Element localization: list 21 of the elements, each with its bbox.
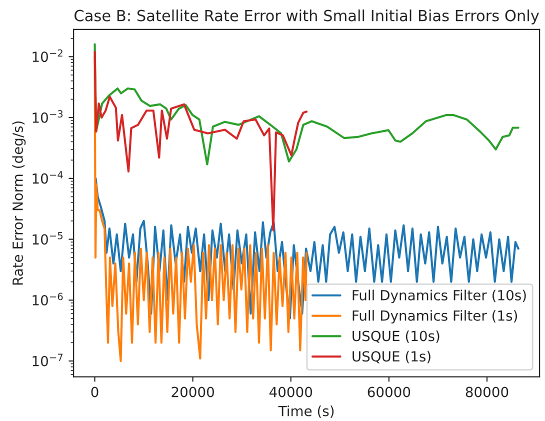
y-tick-label: 10$^{−3}$	[32, 110, 63, 123]
legend-label: Full Dynamics Filter (1s)	[352, 310, 518, 324]
x-tick-label: 40000	[269, 386, 312, 398]
x-axis-title: Time (s)	[278, 406, 334, 418]
x-tick-label: 20000	[172, 386, 214, 398]
y-tick-label: 10$^{−6}$	[32, 292, 63, 306]
y-tick-label: 10$^{−5}$	[32, 232, 63, 245]
legend-label: USQUE (1s)	[352, 350, 430, 364]
x-tick-label: 80000	[466, 386, 508, 398]
x-tick-label: 60000	[368, 386, 410, 398]
chart-title: Case B: Satellite Rate Error with Small Initial Bias Errors Only	[74, 10, 539, 24]
x-tick-label: 0	[91, 386, 98, 398]
line-series	[94, 50, 308, 232]
line-series	[94, 56, 308, 362]
y-tick-label: 10$^{−4}$	[32, 171, 63, 184]
y-axis-title: Rate Error Norm (deg/s)	[12, 121, 26, 285]
legend-label: USQUE (10s)	[352, 330, 440, 343]
y-tick-label: 10$^{−7}$	[32, 354, 63, 366]
y-tick-label: 10$^{−2}$	[32, 49, 62, 62]
legend-label: Full Dynamics Filter (10s)	[352, 290, 526, 304]
line-series	[94, 43, 520, 166]
